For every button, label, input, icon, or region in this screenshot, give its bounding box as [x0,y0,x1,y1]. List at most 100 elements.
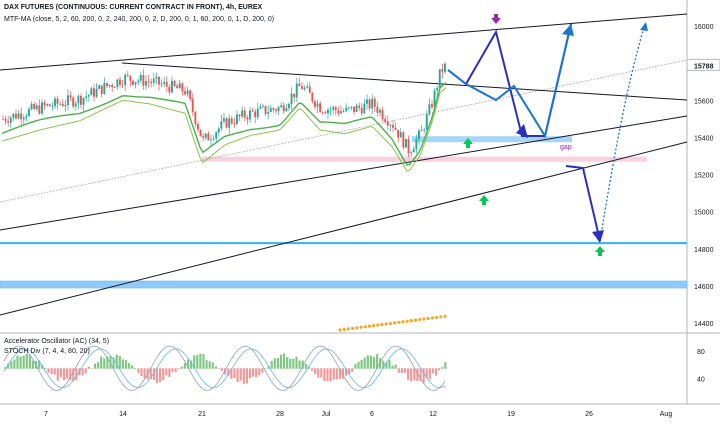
ac-histogram-bar [320,368,323,378]
candle-body [176,85,179,89]
candle-body [51,106,54,107]
ac-histogram-bar [332,368,335,380]
ac-histogram-bar [292,358,295,369]
ac-histogram-bar [112,357,115,369]
candle-body [223,118,225,122]
candle-body [132,80,134,85]
candle-body [267,112,270,114]
ac-histogram-bar [444,362,447,369]
ac-histogram-bar [115,354,118,369]
ac-histogram-bar [354,364,357,369]
x-tick-label: 7 [44,411,48,418]
ac-histogram-bar [143,368,146,379]
candle-body [397,129,400,138]
candle-body [33,104,36,110]
candle-body [368,99,371,109]
candle-body [126,75,129,76]
ac-histogram-bar [109,356,112,369]
ac-histogram-bar [66,368,69,379]
ac-histogram-bar [391,365,394,369]
ac-histogram-bar [335,368,338,380]
candle-body [433,90,436,108]
ac-histogram-bar [264,368,267,369]
y-tick-label: 15600 [694,98,714,105]
candle-body [69,95,72,98]
candle-body [74,103,77,107]
ac-histogram-bar [289,358,292,369]
ac-histogram-bar [13,359,16,369]
candle-body [379,109,381,113]
candle-body [80,95,82,105]
candle-body [210,139,212,141]
ma-dot [376,323,380,327]
candle-body [342,111,345,112]
candle-body [394,127,397,130]
ma-dot [405,319,409,323]
ac-histogram-bar [366,355,369,369]
candle-body [139,75,142,81]
ac-histogram-bar [410,368,413,382]
candle-body [410,152,413,154]
ac-histogram-bar [307,366,310,369]
candle-body [15,113,17,119]
ma-dot [372,324,376,328]
ac-histogram-bar [400,368,403,373]
ac-histogram-bar [72,368,75,382]
candle-body [142,75,145,86]
candle-body [363,103,366,114]
candle-body [254,111,257,118]
ma-dot [384,322,388,326]
ac-histogram-bar [196,354,199,369]
ac-histogram-bar [428,368,431,380]
ma-dot [439,315,443,319]
y-tick-label: 14800 [694,247,714,254]
candle-body [373,98,376,107]
ac-histogram-bar [208,361,211,369]
y-tick-label: 14600 [694,284,714,291]
ma-dot [418,317,422,322]
ac-histogram-bar [425,368,428,379]
arrowhead-down-navy [516,124,528,138]
ac-histogram-bar [124,360,128,369]
candle-body [405,139,407,148]
candle-body [59,103,62,105]
ac-histogram-bar [25,353,28,369]
channel-lower-line [0,115,688,231]
ac-histogram-bar [149,368,152,380]
ma-dot [355,326,359,330]
ac-histogram-bar [69,368,72,381]
candle-body [56,98,59,104]
ac-histogram-bar [162,368,165,381]
candle-body [358,105,361,108]
ac-histogram-bar [165,368,168,376]
ac-histogram-bar [341,368,345,379]
candle-body [329,109,332,111]
candle-body [64,104,67,107]
candle-body [220,121,223,129]
ma-dot [422,317,426,321]
ac-histogram-bar [261,368,264,373]
ac-histogram-bar [4,367,7,369]
candle-body [116,79,119,88]
candle-body [332,107,335,110]
candle-body [340,111,342,114]
candle-body [46,104,49,106]
ac-histogram-bar [434,368,438,376]
ac-histogram-bar [56,368,59,381]
candle-body [147,81,150,82]
candle-body [199,129,202,137]
ac-histogram-bar [183,363,186,369]
candle-body [228,118,231,128]
candle-body [90,88,93,96]
candle-body [324,112,327,114]
purple-down-arrow-icon [491,14,501,24]
ac-histogram-bar [31,360,35,369]
candle-body [251,110,254,112]
ma-dot [393,321,397,325]
ac-histogram-bar [363,357,366,369]
ac-histogram-bar [174,368,177,373]
candle-body [124,75,127,86]
ac-histogram-bar [177,368,180,370]
candle-body [402,132,405,148]
